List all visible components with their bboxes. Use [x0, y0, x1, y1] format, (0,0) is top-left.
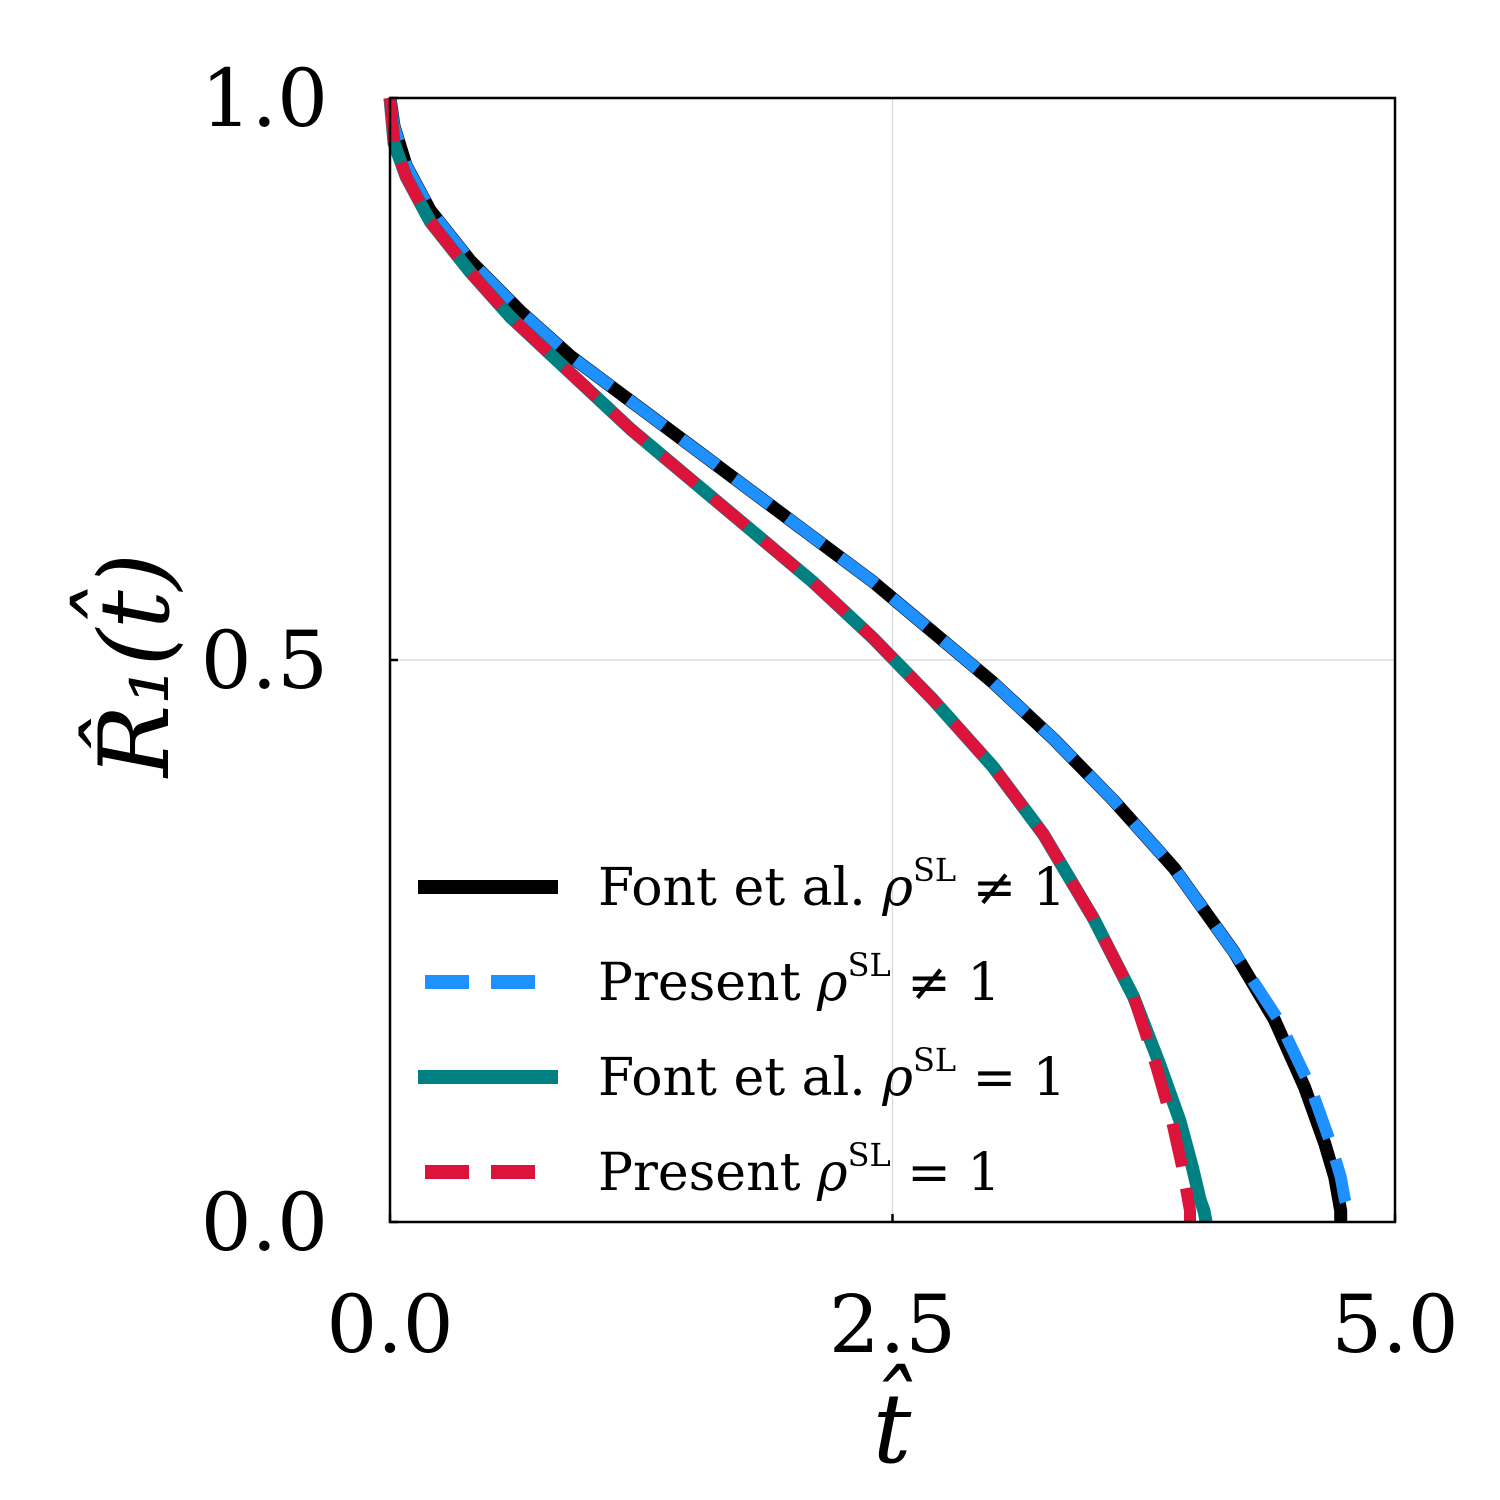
legend-label-1: Present ρSL ≠ 1 — [598, 946, 1000, 1013]
series-line-0 — [383, 97, 1348, 1222]
legend: Font et al. ρSL ≠ 1 Present ρSL ≠ 1 Font e… — [418, 851, 1066, 1203]
x-tick-label-0: 0.0 — [326, 1278, 453, 1371]
x-tick-label-1: 2.5 — [829, 1278, 956, 1371]
y-tick-label-0: 0.0 — [201, 1176, 328, 1269]
x-tick-label-2: 5.0 — [1331, 1278, 1458, 1371]
x-axis-label: t̂ — [873, 1364, 913, 1485]
series-line-3 — [384, 97, 1196, 1222]
y-tick-label-1: 0.5 — [201, 614, 328, 707]
legend-label-0: Font et al. ρSL ≠ 1 — [598, 851, 1066, 918]
series-group — [383, 97, 1357, 1224]
axis-ticks: 0.0 2.5 5.0 0.0 0.5 1.0 — [201, 52, 1459, 1371]
y-tick-label-2: 1.0 — [201, 52, 328, 145]
y-axis-label: R̂₁(t̂) — [70, 553, 191, 779]
legend-label-2: Font et al. ρSL = 1 — [598, 1041, 1066, 1108]
legend-label-3: Present ρSL = 1 — [598, 1136, 1000, 1203]
